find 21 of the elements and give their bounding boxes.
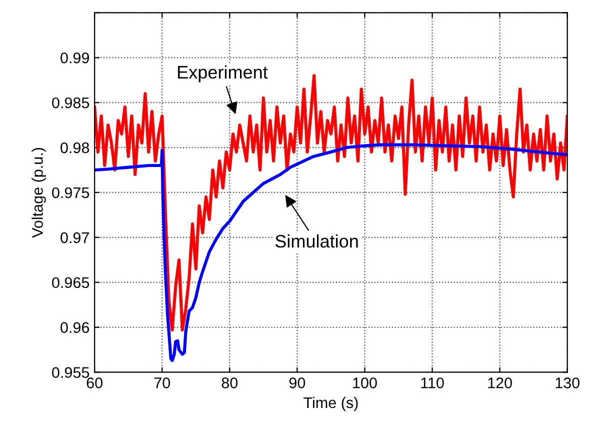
y-tick-label: 0.955 bbox=[52, 367, 90, 378]
x-tick-label: 90 bbox=[289, 378, 306, 388]
x-tick-label: 120 bbox=[488, 378, 512, 388]
x-tick-label: 110 bbox=[421, 378, 444, 388]
x-tick-label: 60 bbox=[86, 378, 102, 388]
y-axis-title: Voltage (p.u.) bbox=[32, 148, 46, 238]
y-tick-label: 0.99 bbox=[60, 52, 89, 64]
x-axis-title: Time (s) bbox=[304, 396, 358, 412]
y-tick-label: 0.97 bbox=[60, 232, 89, 244]
x-tick-label: 100 bbox=[353, 378, 377, 388]
annotation: Simulation bbox=[275, 234, 358, 248]
y-tick-label: 0.98 bbox=[60, 142, 90, 154]
y-tick-label: 0.985 bbox=[52, 97, 90, 108]
x-tick-label: 70 bbox=[154, 378, 170, 388]
y-tick-label: 0.96 bbox=[60, 322, 90, 333]
x-tick-label: 80 bbox=[222, 378, 238, 388]
x-tick-label: 130 bbox=[556, 378, 580, 388]
line-series bbox=[94, 143, 568, 362]
annotation: Experiment bbox=[178, 65, 268, 82]
y-tick-label: 0.965 bbox=[52, 277, 90, 288]
y-tick-label: 0.975 bbox=[52, 187, 90, 198]
